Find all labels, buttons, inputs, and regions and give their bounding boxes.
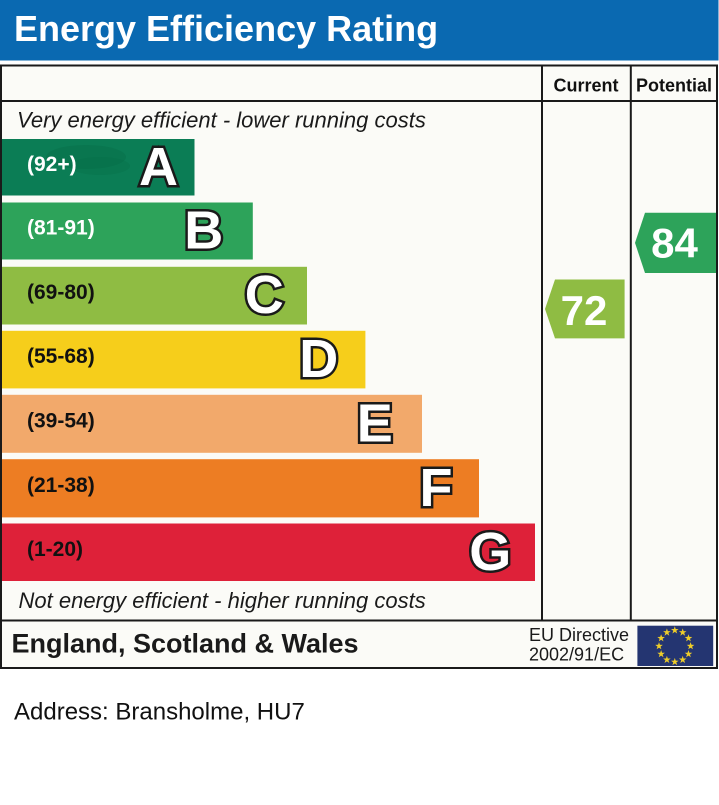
svg-text:Potential: Potential — [636, 76, 712, 96]
svg-text:A: A — [139, 137, 178, 197]
svg-text:Energy Efficiency Rating: Energy Efficiency Rating — [14, 8, 438, 49]
svg-text:C: C — [245, 265, 284, 325]
svg-text:(1-20): (1-20) — [27, 538, 83, 561]
svg-text:Not energy efficient - higher: Not energy efficient - higher running co… — [19, 588, 426, 613]
svg-text:(21-38): (21-38) — [27, 474, 95, 497]
svg-text:Address: Bransholme, HU7: Address: Bransholme, HU7 — [14, 698, 305, 725]
svg-text:(55-68): (55-68) — [27, 345, 95, 368]
svg-text:(81-91): (81-91) — [27, 217, 95, 240]
svg-text:84: 84 — [651, 220, 698, 267]
svg-text:72: 72 — [561, 287, 608, 334]
svg-text:B: B — [184, 201, 223, 261]
svg-text:E: E — [357, 393, 393, 453]
svg-text:(69-80): (69-80) — [27, 281, 95, 304]
svg-text:(39-54): (39-54) — [27, 409, 95, 432]
svg-text:Current: Current — [553, 76, 618, 96]
svg-text:Very energy efficient - lower: Very energy efficient - lower running co… — [17, 107, 426, 132]
svg-text:2002/91/EC: 2002/91/EC — [529, 645, 624, 665]
svg-text:D: D — [299, 329, 338, 389]
svg-text:F: F — [420, 458, 453, 518]
svg-text:EU Directive: EU Directive — [529, 625, 629, 645]
svg-text:G: G — [469, 522, 511, 582]
svg-text:England, Scotland & Wales: England, Scotland & Wales — [12, 629, 359, 659]
svg-text:(92+): (92+) — [27, 153, 77, 176]
